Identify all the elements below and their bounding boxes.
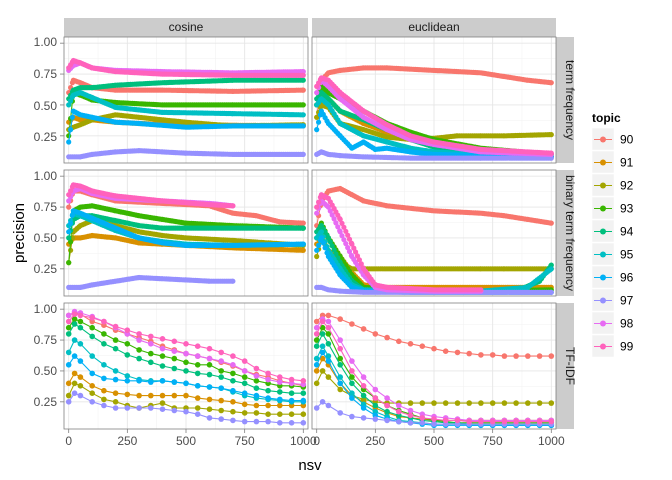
data-point-topic-98 xyxy=(314,90,320,96)
data-point-topic-97 xyxy=(300,151,306,157)
column-strip xyxy=(312,18,556,37)
data-point-topic-94 xyxy=(327,239,333,245)
data-point-topic-95 xyxy=(68,98,74,104)
data-point-topic-99 xyxy=(68,188,74,194)
series-group xyxy=(314,65,554,161)
data-point-topic-90 xyxy=(300,220,306,226)
data-point-topic-94 xyxy=(329,243,335,249)
data-point-topic-98 xyxy=(66,198,72,204)
row-strip xyxy=(556,170,574,296)
data-point-topic-99 xyxy=(548,150,554,156)
data-point-topic-96 xyxy=(320,240,326,246)
facet-panel xyxy=(63,169,309,297)
data-point-topic-97 xyxy=(548,289,554,295)
series-group xyxy=(314,185,554,295)
data-point-topic-99 xyxy=(300,72,306,78)
data-point-topic-96 xyxy=(66,229,72,235)
data-point-topic-96 xyxy=(316,242,322,248)
data-point-topic-94 xyxy=(66,235,72,241)
data-point-topic-98 xyxy=(327,208,333,214)
data-point-topic-95 xyxy=(66,102,72,108)
data-point-topic-98 xyxy=(331,216,337,222)
data-point-topic-99 xyxy=(230,203,236,209)
data-point-topic-92 xyxy=(68,247,74,253)
data-point-topic-94 xyxy=(300,77,306,83)
data-point-topic-98 xyxy=(343,241,349,247)
data-point-topic-96 xyxy=(69,212,75,218)
data-point-topic-97 xyxy=(230,278,236,284)
data-point-topic-92 xyxy=(314,114,320,120)
data-point-topic-98 xyxy=(335,224,341,230)
data-point-topic-92 xyxy=(548,132,554,138)
data-point-topic-95 xyxy=(318,229,324,235)
series-group xyxy=(66,182,306,290)
panel-border xyxy=(63,169,309,297)
data-point-topic-96 xyxy=(69,114,75,120)
data-point-topic-96 xyxy=(68,220,74,226)
data-point-topic-93 xyxy=(68,239,74,245)
data-point-topic-91 xyxy=(300,247,306,253)
facet-panel xyxy=(311,36,557,164)
data-point-topic-98 xyxy=(333,220,339,226)
data-point-topic-96 xyxy=(300,241,306,247)
data-point-topic-90 xyxy=(66,204,72,210)
data-point-topic-96 xyxy=(314,127,320,133)
column-strip xyxy=(64,18,308,37)
data-point-topic-99 xyxy=(66,192,72,198)
data-point-topic-96 xyxy=(314,247,320,253)
data-point-topic-96 xyxy=(68,127,74,133)
panel-border xyxy=(311,36,557,164)
data-point-topic-96 xyxy=(318,235,324,241)
plot-layer xyxy=(63,18,574,430)
series-group xyxy=(66,57,306,160)
data-point-topic-96 xyxy=(316,119,322,125)
data-point-topic-95 xyxy=(548,266,554,272)
data-point-topic-98 xyxy=(345,245,351,251)
data-point-topic-98 xyxy=(339,233,345,239)
data-point-topic-92 xyxy=(314,253,320,260)
data-point-topic-90 xyxy=(300,87,306,93)
data-point-topic-94 xyxy=(333,251,339,257)
data-point-topic-96 xyxy=(66,139,72,145)
data-point-topic-98 xyxy=(314,210,320,216)
data-point-topic-94 xyxy=(325,235,331,241)
facet-panel xyxy=(311,169,557,297)
data-point-topic-94 xyxy=(548,262,554,268)
data-point-topic-96 xyxy=(300,123,306,129)
data-point-topic-94 xyxy=(331,247,337,253)
data-point-topic-90 xyxy=(548,220,554,226)
data-point-topic-95 xyxy=(300,112,306,118)
data-point-topic-94 xyxy=(300,225,306,231)
data-point-topic-98 xyxy=(341,237,347,243)
row-strip xyxy=(556,37,574,163)
data-point-topic-93 xyxy=(300,102,306,108)
data-point-topic-98 xyxy=(346,248,353,255)
row-strip xyxy=(556,303,574,429)
data-point-topic-93 xyxy=(66,260,72,266)
data-point-topic-93 xyxy=(66,133,72,139)
data-point-topic-96 xyxy=(322,245,328,251)
data-point-topic-98 xyxy=(337,229,343,235)
data-point-topic-98 xyxy=(329,212,335,218)
data-point-topic-90 xyxy=(548,80,554,86)
panel-border xyxy=(63,36,309,164)
facet-panel xyxy=(63,36,309,164)
